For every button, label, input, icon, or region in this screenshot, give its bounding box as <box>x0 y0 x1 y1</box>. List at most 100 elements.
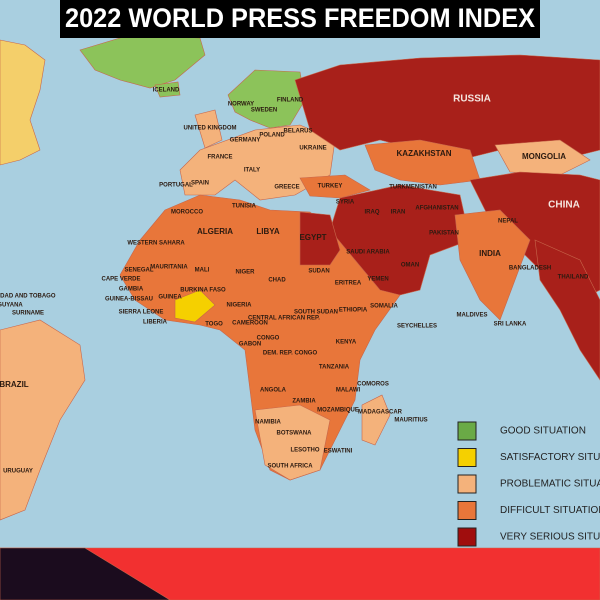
country-label: SOUTH AFRICA <box>267 464 313 470</box>
country-label: KENYA <box>336 340 357 346</box>
country-label: MADAGASCAR <box>358 410 403 416</box>
egypt <box>299 211 341 266</box>
country-label: TURKEY <box>318 184 343 190</box>
country-label: SUDAN <box>308 269 329 275</box>
legend-swatch <box>457 501 477 520</box>
country-label: ANGOLA <box>260 388 287 394</box>
country-label: SIERRA LEONE <box>119 310 164 316</box>
footer-band <box>0 547 600 600</box>
country-label: BELARUS <box>283 129 312 135</box>
country-label: BRAZIL <box>0 380 29 389</box>
country-label: NORWAY <box>228 102 254 108</box>
country-label: IRAN <box>391 210 406 216</box>
country-label: FRANCE <box>208 155 233 161</box>
country-label: IRAQ <box>365 210 380 216</box>
country-label: GERMANY <box>230 138 261 144</box>
country-label: ESWATINI <box>324 449 353 455</box>
central-asia <box>364 139 481 186</box>
country-label: POLAND <box>259 133 285 139</box>
country-label: AFGHANISTAN <box>415 206 458 212</box>
country-label: ZAMBIA <box>292 399 316 405</box>
country-label: CAPE VERDE <box>101 277 140 283</box>
country-label: ALGERIA <box>197 227 233 236</box>
country-label: TOGO <box>205 322 223 328</box>
mongolia <box>494 139 591 176</box>
country-label: TUNISIA <box>232 204 257 210</box>
country-label: CHAD <box>268 278 286 284</box>
country-label: MOROCCO <box>171 210 203 216</box>
country-label: YEMEN <box>367 277 388 283</box>
country-label: INDIA <box>479 249 501 258</box>
country-label: NAMIBIA <box>255 420 281 426</box>
country-label: RUSSIA <box>453 94 491 105</box>
madagascar <box>361 394 391 446</box>
legend-label: VERY SERIOUS SITUATION <box>500 532 600 543</box>
country-label: MAURITIUS <box>394 418 427 424</box>
scandinavia <box>227 69 306 129</box>
country-label: MALI <box>195 268 210 274</box>
country-label: UNITED KINGDOM <box>184 126 237 132</box>
turkey <box>299 174 371 199</box>
country-label: FINLAND <box>277 98 304 104</box>
country-label: GUYANA <box>0 303 23 309</box>
country-label: SAUDI ARABIA <box>346 250 390 256</box>
country-label: COMOROS <box>357 382 389 388</box>
country-label: GAMBIA <box>119 287 144 293</box>
india <box>454 209 531 321</box>
legend-label: PROBLEMATIC SITUATION <box>500 479 600 490</box>
country-label: GUINEA-BISSAU <box>105 297 153 303</box>
footer-triangle <box>0 547 171 600</box>
country-label: UKRAINE <box>299 146 326 152</box>
country-label: SURINAME <box>12 311 44 317</box>
country-label: GABON <box>239 342 261 348</box>
country-label: SOMALIA <box>370 304 398 310</box>
legend-swatch <box>457 421 477 441</box>
legend-label: GOOD SITUATION <box>500 426 586 437</box>
country-label: CONGO <box>257 336 280 342</box>
country-label: LIBYA <box>256 227 279 236</box>
southeast-asia <box>534 239 600 381</box>
country-label: ERITREA <box>335 281 362 287</box>
country-label: TURKMENISTAN <box>389 185 437 191</box>
country-label: MALDIVES <box>456 313 487 319</box>
country-label: NIGERIA <box>226 303 252 309</box>
country-label: SOUTH SUDAN <box>294 310 338 316</box>
country-label: SENEGAL <box>124 268 153 274</box>
country-label: SRI LANKA <box>494 322 527 328</box>
legend-label: DIFFICULT SITUATION <box>500 505 600 516</box>
country-label: OMAN <box>401 263 419 269</box>
country-label: ICELAND <box>153 88 180 94</box>
legend-swatch <box>457 527 477 547</box>
country-label: BANGLADESH <box>509 266 551 272</box>
country-label: CENTRAL AFRICAN REP. <box>248 316 320 322</box>
iceland <box>154 81 181 98</box>
country-label: LESOTHO <box>290 448 319 454</box>
country-label: SWEDEN <box>251 108 277 114</box>
country-label: MAURITANIA <box>150 265 188 271</box>
country-label: URUGUAY <box>3 469 33 475</box>
country-label: THAILAND <box>558 275 589 281</box>
legend-swatch <box>457 448 477 467</box>
legend-swatch <box>457 474 477 494</box>
country-label: GREECE <box>274 185 299 191</box>
country-label: EGYPT <box>299 233 326 242</box>
country-label: MOZAMBIQUE <box>317 408 359 414</box>
country-label: KAZAKHSTAN <box>397 149 452 158</box>
country-label: ETHIOPIA <box>339 308 368 314</box>
legend-label: SATISFACTORY SITUATION <box>500 452 600 463</box>
country-label: MONGOLIA <box>522 152 566 161</box>
country-label: TRINIDAD AND TOBAGO <box>0 294 56 300</box>
north-america <box>0 39 46 166</box>
country-label: SYRIA <box>336 200 355 206</box>
south-america <box>0 319 86 521</box>
country-label: PAKISTAN <box>429 231 459 237</box>
europe <box>179 124 336 201</box>
country-label: SEYCHELLES <box>397 324 437 330</box>
land <box>0 34 600 521</box>
title-box <box>60 0 540 38</box>
country-label: DEM. REP. CONGO <box>263 351 318 357</box>
country-label: BURKINA FASO <box>180 288 226 294</box>
country-label: NEPAL <box>498 219 518 225</box>
